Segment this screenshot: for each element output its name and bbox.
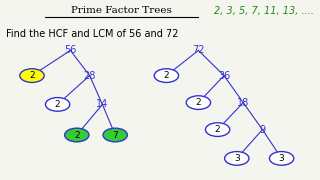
Text: 2: 2 [164,71,169,80]
Text: 18: 18 [237,98,249,108]
Text: Prime Factor Trees: Prime Factor Trees [71,6,172,15]
Circle shape [154,69,179,82]
Text: 2, 3, 5, 7, 11, 13, ....: 2, 3, 5, 7, 11, 13, .... [214,6,314,16]
Text: 2: 2 [196,98,201,107]
Text: 2: 2 [55,100,60,109]
Circle shape [186,96,211,109]
Text: 7: 7 [112,130,118,140]
Text: 14: 14 [96,99,108,109]
Circle shape [269,152,294,165]
Text: 72: 72 [192,45,205,55]
Text: 9: 9 [259,125,266,135]
Circle shape [20,69,44,82]
Text: 2: 2 [74,130,80,140]
Text: 2: 2 [29,71,35,80]
Circle shape [225,152,249,165]
Circle shape [65,128,89,142]
Text: 56: 56 [64,45,76,55]
Circle shape [205,123,230,136]
Text: Find the HCF and LCM of 56 and 72: Find the HCF and LCM of 56 and 72 [6,29,179,39]
Text: 3: 3 [234,154,240,163]
Text: 28: 28 [84,71,96,81]
Circle shape [103,128,127,142]
Text: 3: 3 [279,154,284,163]
Text: 36: 36 [218,71,230,81]
Circle shape [45,98,70,111]
Text: 2: 2 [215,125,220,134]
